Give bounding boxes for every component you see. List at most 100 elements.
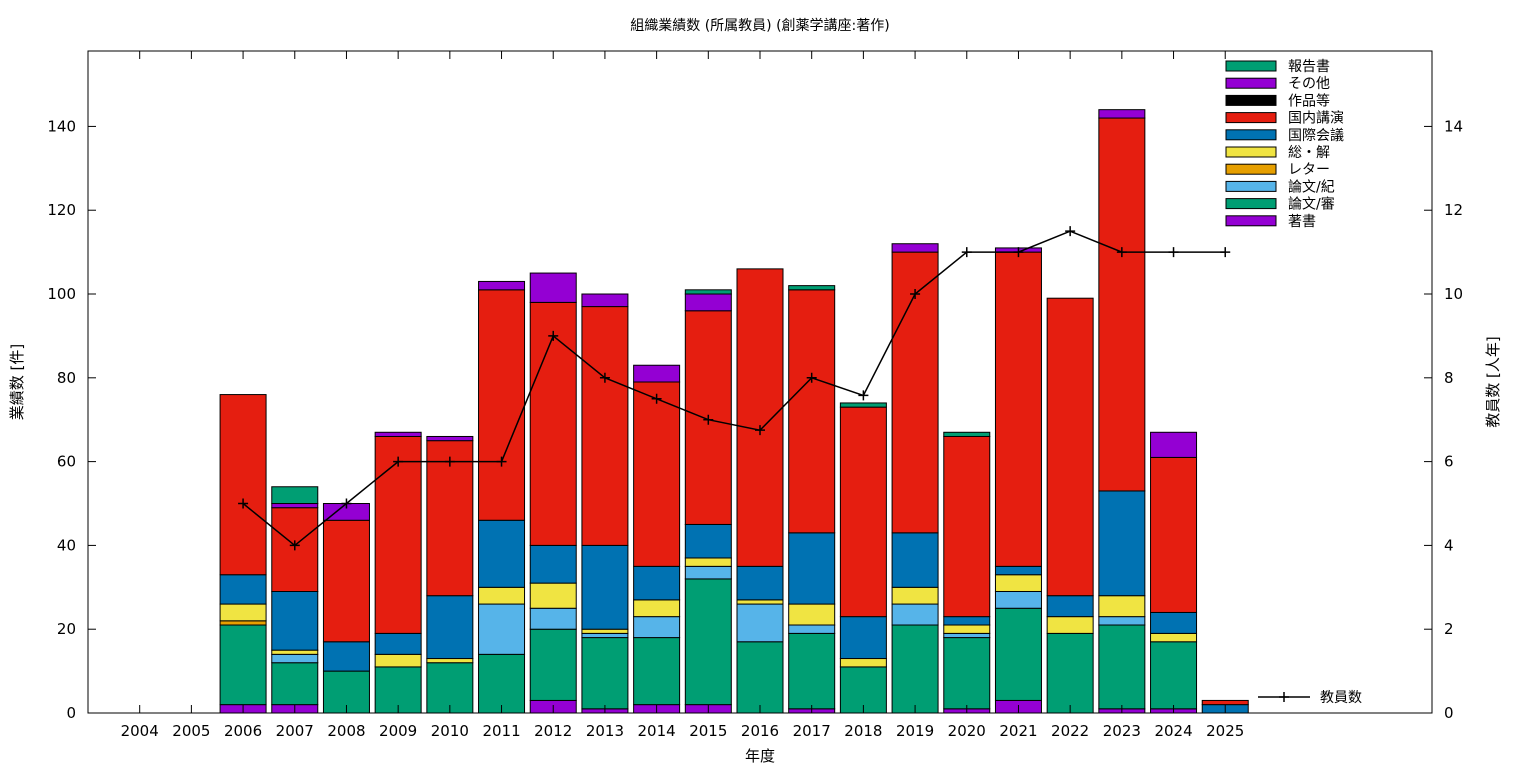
bar-2020-series-5	[943, 616, 991, 626]
line-point-2014	[651, 393, 662, 404]
line-point-2016	[755, 425, 765, 436]
chart-title: 組織業績数 (所属教員) (創薬学講座:著作)	[630, 18, 889, 34]
bar-2014-series-4	[633, 599, 681, 618]
bar-2010-series-8	[426, 435, 474, 442]
bar-2024-series-8	[1150, 431, 1198, 458]
bar-2015-series-8	[684, 293, 732, 312]
bar-2024-series-1	[1150, 641, 1198, 710]
bar-2012-series-1	[529, 628, 577, 701]
bar-2011-series-2	[478, 603, 526, 655]
line-point-2006	[238, 498, 249, 509]
bar-2013-series-4	[581, 628, 629, 634]
legend-label-1: その他	[1288, 76, 1330, 92]
line-point-2018	[858, 390, 869, 401]
bar-2024-series-5	[1150, 611, 1198, 634]
bar-2010-series-1	[426, 662, 474, 714]
line-point-2013	[599, 372, 610, 383]
x-tick-label-2025: 2025	[1206, 722, 1244, 740]
bar-2023-series-8	[1098, 109, 1146, 119]
y2-tick-label-0: 0	[1444, 704, 1454, 722]
bar-2006-series-6	[219, 394, 267, 576]
bar-2019-series-2	[891, 603, 939, 626]
x-tick-label-2022: 2022	[1051, 722, 1089, 740]
x-axis-label: 年度	[745, 747, 775, 765]
y-tick-label-20: 20	[57, 620, 76, 638]
bar-2006-series-4	[219, 603, 267, 622]
bar-2023-series-1	[1098, 624, 1146, 710]
bar-2015-series-2	[684, 565, 732, 580]
bar-2021-series-2	[994, 590, 1042, 609]
bar-2011-series-6	[478, 289, 526, 521]
bar-2017-series-4	[788, 603, 836, 626]
bar-2020-series-1	[943, 637, 991, 710]
bar-2010-series-4	[426, 658, 474, 664]
bar-2021-series-5	[994, 565, 1042, 576]
bar-2023-series-4	[1098, 595, 1146, 618]
bar-2020-series-2	[943, 632, 991, 639]
legend-label-9: 著書	[1288, 214, 1316, 230]
y2-tick-label-14: 14	[1444, 117, 1463, 135]
bar-2014-series-8	[633, 364, 681, 383]
line-point-2024	[1168, 247, 1179, 258]
x-tick-label-2019: 2019	[896, 722, 934, 740]
y-tick-label-0: 0	[66, 704, 76, 722]
bar-2014-series-1	[633, 637, 681, 706]
bar-2011-series-8	[478, 280, 526, 291]
bar-2025-series-6	[1201, 699, 1249, 706]
line-point-2025	[1220, 247, 1231, 258]
line-point-2017	[806, 372, 817, 383]
legend-swatch-2	[1225, 94, 1277, 106]
bar-2022-series-6	[1046, 297, 1094, 597]
bar-2007-series-8	[271, 503, 319, 509]
legend-swatch-5	[1225, 146, 1277, 158]
line-point-2007	[289, 540, 300, 551]
y-tick-label-60: 60	[57, 453, 76, 471]
bar-2006-series-3	[219, 620, 267, 626]
legend-swatch-8	[1225, 198, 1277, 210]
bar-2007-series-1	[271, 662, 319, 706]
bar-2012-series-2	[529, 607, 577, 630]
x-tick-label-2017: 2017	[793, 722, 831, 740]
legend-swatch-7	[1225, 180, 1277, 192]
legend-label-7: 論文/紀	[1288, 179, 1335, 195]
x-tick-label-2005: 2005	[172, 722, 210, 740]
bar-2013-series-5	[581, 544, 629, 630]
legend-swatch-9	[1225, 215, 1277, 227]
bar-2021-series-1	[994, 607, 1042, 701]
bar-2013-series-1	[581, 637, 629, 710]
bar-2018-series-9	[839, 402, 887, 408]
bar-2016-series-6	[736, 268, 784, 567]
bar-2016-series-1	[736, 641, 784, 714]
bar-2009-series-4	[374, 653, 422, 668]
legend-label-8: 論文/審	[1288, 197, 1335, 213]
plot-layer	[219, 109, 1249, 714]
x-tick-label-2016: 2016	[741, 722, 779, 740]
x-tick-label-2023: 2023	[1103, 722, 1141, 740]
legend-label-6: レター	[1288, 162, 1330, 178]
bar-2016-series-5	[736, 565, 784, 601]
bar-2017-series-6	[788, 289, 836, 534]
bar-2018-series-4	[839, 658, 887, 668]
bar-2014-series-2	[633, 616, 681, 639]
legend-swatch-1	[1225, 77, 1277, 89]
line-faculty-count	[242, 230, 1226, 547]
legend-line-label: 教員数	[1320, 690, 1362, 706]
bar-2014-series-5	[633, 565, 681, 601]
y2-tick-label-2: 2	[1444, 620, 1454, 638]
bar-2012-series-8	[529, 272, 577, 303]
legend-label-3: 国内講演	[1288, 111, 1344, 127]
y2-tick-label-4: 4	[1444, 536, 1454, 554]
x-tick-label-2015: 2015	[689, 722, 727, 740]
bar-2019-series-8	[891, 243, 939, 253]
x-tick-label-2010: 2010	[431, 722, 469, 740]
bar-2013-series-8	[581, 293, 629, 308]
bar-2009-series-6	[374, 435, 422, 634]
y-axis-label: 業績数 [件]	[8, 344, 26, 420]
bar-2019-series-4	[891, 586, 939, 605]
bar-2013-series-6	[581, 306, 629, 546]
bar-2024-series-6	[1150, 456, 1198, 613]
bar-2015-series-9	[684, 289, 732, 295]
bar-2018-series-6	[839, 406, 887, 618]
x-tick-label-2006: 2006	[224, 722, 262, 740]
